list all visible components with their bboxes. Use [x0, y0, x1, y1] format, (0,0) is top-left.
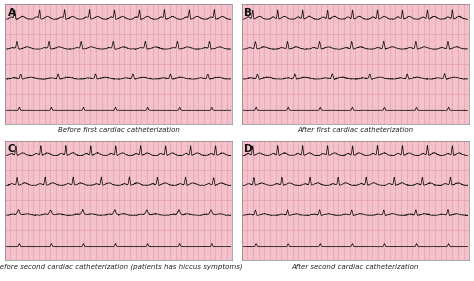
Text: After second cardiac catheterization: After second cardiac catheterization [292, 264, 419, 270]
Text: A: A [8, 8, 16, 18]
Text: B: B [244, 8, 252, 18]
Text: Before first cardiac catheterization: Before first cardiac catheterization [58, 128, 180, 133]
Text: After first cardiac catheterization: After first cardiac catheterization [297, 128, 413, 133]
Text: Before second cardiac catheterization (patients has hiccus symptoms): Before second cardiac catheterization (p… [0, 264, 242, 270]
Text: D: D [244, 144, 253, 154]
Text: C: C [8, 144, 15, 154]
